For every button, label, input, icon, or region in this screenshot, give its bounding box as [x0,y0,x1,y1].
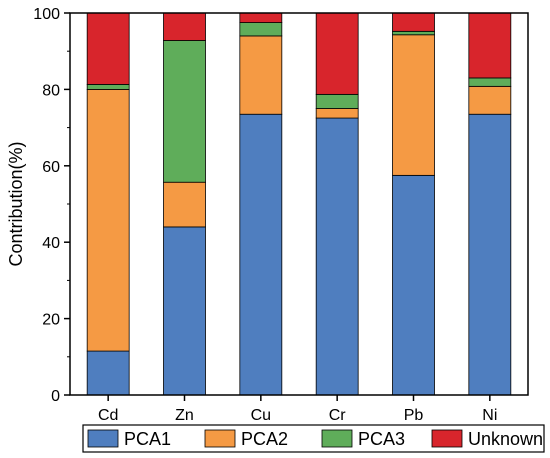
bar-unknown-cr [315,12,359,95]
legend-label-pca3: PCA3 [358,429,405,449]
legend-label-unknown: Unknown [468,429,543,449]
legend-label-pca1: PCA1 [124,429,171,449]
legend: PCA1 PCA2 PCA3 Unknown [82,424,545,453]
y-axis-title: Contribution(%) [6,141,26,266]
bar-pca3-ni [468,77,512,87]
bar-pca1-pb [392,174,435,396]
bar-pca1-zn [163,226,206,396]
y-tick-label: 0 [51,388,60,405]
legend-swatch-pca2 [204,429,236,448]
bar-unknown-zn [163,12,206,41]
y-tick-label: 80 [42,82,60,99]
bar-pca2-cr [315,108,359,119]
bar-pca3-zn [163,40,206,183]
y-tick-label: 20 [42,312,60,329]
bar-pca3-cd [86,84,130,90]
ticks-layer: 0 20 40 60 80 100 Cd Zn Cu Cr Pb Ni [33,6,497,424]
x-tick-label: Cr [329,407,347,424]
bar-unknown-cd [86,12,130,85]
bar-pca1-cu [239,113,283,396]
bars-layer [86,12,512,396]
bar-pca1-cr [315,117,359,396]
x-tick-label: Ni [482,407,497,424]
bar-pca3-cr [315,93,359,109]
legend-swatch-unknown [431,429,463,448]
legend-swatch-pca1 [87,429,119,448]
bar-pca2-zn [163,181,206,228]
legend-label-pca2: PCA2 [241,429,288,449]
bar-pca3-cu [239,22,283,37]
bar-pca2-cd [86,89,130,352]
bar-pca2-cu [239,35,283,115]
bar-pca3-pb [392,30,435,36]
bar-unknown-pb [392,12,435,32]
bar-pca1-ni [468,113,512,396]
legend-box [82,424,545,453]
y-tick-label: 60 [42,159,60,176]
bar-unknown-cu [239,12,283,23]
y-tick-label: 40 [42,235,60,252]
plot-frame [69,12,529,396]
x-tick-label: Cd [98,407,118,424]
legend-swatch-pca3 [321,429,353,448]
y-tick-label: 100 [33,6,60,23]
x-tick-label: Cu [251,407,271,424]
bar-pca2-pb [392,34,435,176]
x-tick-label: Zn [175,407,194,424]
x-tick-label: Pb [404,407,424,424]
bar-unknown-ni [468,12,512,79]
bar-pca2-ni [468,85,512,115]
bar-pca1-cd [86,350,130,396]
